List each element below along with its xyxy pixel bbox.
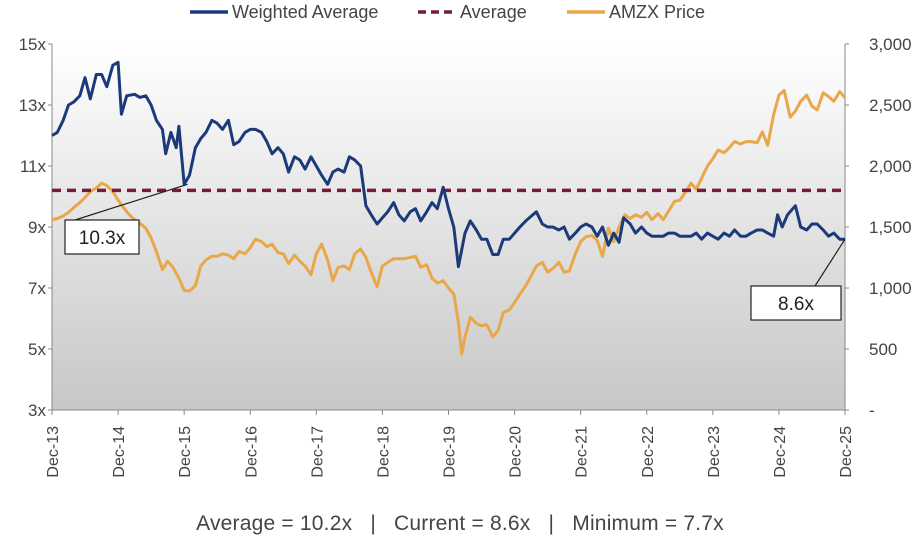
footer-separator: | bbox=[370, 512, 376, 535]
x-tick-label: Dec-16 bbox=[243, 426, 260, 478]
weighted-average-line bbox=[51, 60, 845, 269]
axes: 3x 5x 7x 9x 11x 13x 15x - 500 1,000 1,500 2,000 2,50… bbox=[19, 35, 912, 478]
x-tick-label: Dec-25 bbox=[838, 426, 855, 478]
right-tick-label: 2,500 bbox=[869, 96, 912, 115]
footer-separator: | bbox=[548, 512, 555, 535]
callout-box bbox=[64, 219, 140, 255]
x-tick-label: Dec-24 bbox=[772, 426, 789, 478]
legend: Weighted Average Average AMZX Price bbox=[190, 2, 705, 22]
x-tick-label: Dec-13 bbox=[45, 426, 62, 478]
right-tick-label: 1,500 bbox=[869, 218, 912, 237]
callout-label: 10.3x bbox=[79, 228, 126, 249]
callout-label: 8.6x bbox=[778, 294, 814, 315]
x-tick-label: Dec-19 bbox=[442, 426, 459, 478]
right-tick-label: 1,000 bbox=[869, 279, 912, 298]
x-tick-label: Dec-18 bbox=[375, 426, 392, 478]
left-tick-label: 15x bbox=[19, 35, 47, 54]
footer-average: Average = 10.2x bbox=[196, 512, 353, 535]
callout-box bbox=[750, 285, 842, 321]
callouts: 10.3x 8.6x bbox=[64, 183, 846, 321]
legend-label: Weighted Average bbox=[232, 2, 378, 22]
left-tick-label: 11x bbox=[20, 157, 47, 176]
legend-label: Average bbox=[460, 2, 527, 22]
footer-current: Current = 8.6x bbox=[394, 512, 531, 535]
callout-leader bbox=[814, 238, 846, 287]
x-tick-label: Dec-14 bbox=[111, 426, 128, 478]
right-tick-label: 3,000 bbox=[869, 35, 912, 54]
left-tick-label: 3x bbox=[28, 401, 46, 420]
price-line bbox=[51, 88, 847, 356]
x-tick-label: Dec-22 bbox=[640, 426, 657, 478]
callout-leader bbox=[74, 183, 188, 221]
plot-background bbox=[52, 44, 845, 410]
legend-label: AMZX Price bbox=[609, 2, 705, 22]
left-tick-label: 7x bbox=[28, 279, 46, 298]
x-tick-label: Dec-20 bbox=[508, 426, 525, 478]
footer-minimum: Minimum = 7.7x bbox=[572, 512, 724, 535]
left-tick-label: 13x bbox=[19, 96, 47, 115]
right-tick-label: 500 bbox=[869, 340, 897, 359]
series-layer bbox=[51, 60, 847, 356]
x-tick-label: Dec-23 bbox=[706, 426, 723, 478]
x-tick-label: Dec-17 bbox=[309, 426, 326, 478]
x-tick-label: Dec-21 bbox=[574, 426, 591, 478]
right-tick-label: - bbox=[869, 401, 875, 420]
left-tick-label: 9x bbox=[28, 218, 46, 237]
right-tick-label: 2,000 bbox=[869, 157, 912, 176]
left-tick-label: 5x bbox=[28, 340, 46, 359]
summary-footer: Average = 10.2x | Current = 8.6x | Minim… bbox=[0, 512, 920, 536]
x-tick-label: Dec-15 bbox=[177, 426, 194, 478]
